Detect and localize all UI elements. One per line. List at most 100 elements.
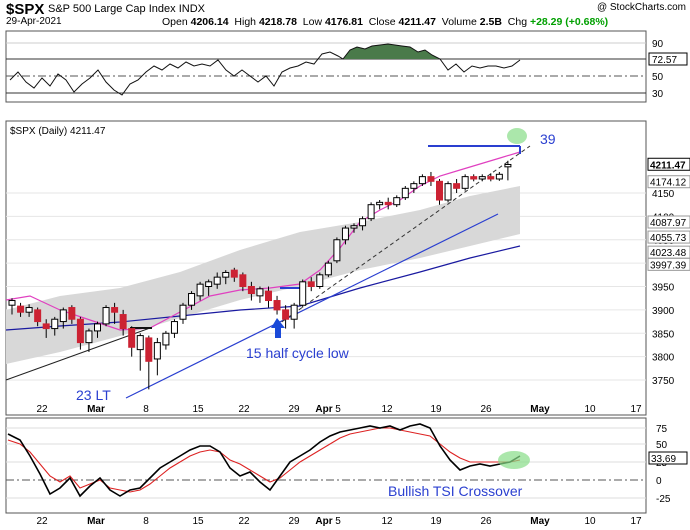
x-axis-label: 15 <box>192 404 204 415</box>
x-axis-label: Apr <box>315 516 332 527</box>
candle-body <box>367 204 375 220</box>
rsi-overbought-fill <box>343 44 440 59</box>
candle-body <box>495 173 503 180</box>
rsi-tick-label: 50 <box>652 72 664 83</box>
x-axis-label: 15 <box>192 516 204 527</box>
brand-watermark: @ StockCharts.com <box>596 2 686 13</box>
rsi-marker-box <box>648 52 688 66</box>
candle-body <box>145 337 153 362</box>
price-marker-label: 4087.97 <box>650 218 687 229</box>
tsi-panel-frame <box>5 417 647 514</box>
candle-body <box>341 227 349 241</box>
candle-body <box>393 197 401 206</box>
price-marker-box <box>647 157 690 171</box>
x-axis-label: 29 <box>288 516 300 527</box>
x-axis-label: Mar <box>87 516 105 527</box>
candle-body <box>376 201 384 206</box>
candle-body <box>316 274 324 287</box>
x-axis-label: 5 <box>335 404 341 415</box>
candle-body <box>205 281 213 288</box>
candle-body <box>119 314 127 330</box>
candle-body <box>478 176 486 180</box>
candle-body <box>85 330 93 344</box>
x-axis-label: 12 <box>381 404 393 415</box>
tsi-line <box>7 423 521 498</box>
candle-body <box>384 201 392 206</box>
candle-body <box>25 307 33 313</box>
candle-body <box>239 274 247 287</box>
cycle-count-label: 39 <box>540 131 556 147</box>
rsi-panel-frame <box>5 30 647 103</box>
candle-body <box>359 218 367 227</box>
candle-body <box>51 318 59 330</box>
candle-body <box>136 335 144 351</box>
tsi-marker-label: 33.69 <box>651 454 676 465</box>
price-panel-frame <box>5 120 647 416</box>
candle-body <box>102 307 110 325</box>
lt-label: 23 LT <box>76 387 111 403</box>
symbol: $SPX <box>6 1 45 18</box>
price-marker-label: 4055.73 <box>650 233 687 244</box>
trendline-blue <box>125 213 499 399</box>
x-axis-label: 19 <box>430 404 442 415</box>
symbol-name: S&P 500 Large Cap Index INDX <box>48 3 205 15</box>
half-cycle-label: 15 half cycle low <box>246 345 350 361</box>
candle-body <box>504 163 512 168</box>
candle-body <box>307 281 315 288</box>
x-axis-label: 22 <box>238 404 250 415</box>
x-axis-label: 17 <box>630 404 642 415</box>
candle-body <box>418 176 426 185</box>
x-axis-label: 17 <box>630 516 642 527</box>
candle-body <box>324 262 332 276</box>
price-marker-label: 4211.47 <box>650 160 686 171</box>
x-axis-label: 29 <box>288 404 300 415</box>
candle-body <box>256 288 264 297</box>
highlight-crossover <box>498 451 530 469</box>
candle-body <box>222 271 230 278</box>
tsi-marker-box <box>648 451 688 465</box>
candle-body <box>410 183 418 189</box>
ma-fast-line <box>5 151 521 331</box>
trendline-black <box>5 327 151 381</box>
candle-body <box>333 239 341 262</box>
x-axis-label: 5 <box>335 516 341 527</box>
price-tick-label: 3900 <box>652 306 675 317</box>
tsi-tick-label: 75 <box>656 424 668 435</box>
x-axis-label: Apr <box>315 404 332 415</box>
candle-body <box>34 309 42 323</box>
bollinger-band <box>6 186 520 364</box>
candle-body <box>59 309 67 323</box>
candle-body <box>290 304 298 320</box>
candle-body <box>68 307 76 320</box>
highlight-top <box>507 128 527 144</box>
price-marker-label: 4023.48 <box>650 248 687 259</box>
price-tick-label: 3850 <box>652 329 675 340</box>
candle-body <box>453 183 461 189</box>
x-axis-label: Mar <box>87 404 105 415</box>
candle-body <box>436 180 443 201</box>
price-tick-label: 3950 <box>652 283 675 294</box>
chart-header: $SPX S&P 500 Large Cap Index INDX 29-Apr… <box>6 0 690 28</box>
candle-body <box>350 225 358 229</box>
tsi-tick-label: 50 <box>656 440 668 451</box>
candle-body <box>162 332 170 346</box>
candle-body <box>401 187 409 199</box>
price-marker-box <box>647 175 690 189</box>
x-axis-label: 22 <box>238 516 250 527</box>
candle-body <box>461 176 469 189</box>
price-tick-label: 3750 <box>652 376 675 387</box>
candle-body <box>273 300 281 311</box>
candle-body <box>230 269 238 278</box>
price-panel: 15 half cycle low 23 LT 39 $SPX (Daily) … <box>5 126 690 403</box>
candle-body <box>470 176 478 180</box>
candle-body <box>17 305 25 313</box>
candle-body <box>247 286 255 295</box>
candle-body <box>111 307 119 313</box>
rsi-line <box>9 43 521 96</box>
ma-slow-line <box>5 245 521 331</box>
price-marker-box <box>647 257 690 271</box>
tsi-annotation: Bullish TSI Crossover <box>388 483 523 499</box>
trendline-dashed <box>275 145 531 327</box>
price-marker-box <box>647 215 690 229</box>
